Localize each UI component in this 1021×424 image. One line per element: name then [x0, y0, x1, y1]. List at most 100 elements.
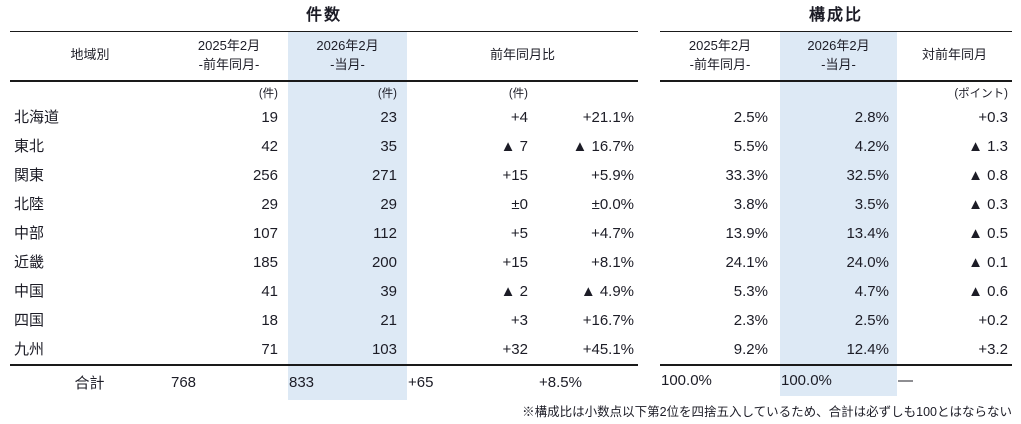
- header-count-cur-line2: -当月-: [330, 56, 365, 72]
- share-cur-cell: 32.5%: [780, 160, 897, 190]
- count-cur-cell: 271: [288, 160, 407, 190]
- region-cell: 東北: [14, 137, 45, 155]
- share-cur-cell: 3.5%: [780, 189, 897, 219]
- share-header-row: 2025年2月 -前年同月- 2026年2月 -当月- 対前年同月: [660, 30, 1012, 81]
- header-count-yoy: 前年同月比: [407, 30, 639, 81]
- header-region: 地域別: [10, 30, 170, 81]
- share-diff-cell: +3.2: [978, 340, 1008, 358]
- total-share-cur: 100.0%: [780, 363, 897, 396]
- region-cell: 北海道: [14, 108, 60, 126]
- count-units-row: (件) (件) (件): [10, 79, 639, 103]
- share-table-row: 5.3% 4.7% ▲ 0.6: [660, 276, 1012, 306]
- share-cur-cell: 4.2%: [780, 131, 897, 161]
- region-cell: 四国: [14, 311, 45, 329]
- share-diff-cell: ▲ 0.5: [968, 224, 1008, 242]
- count-prev-cell: 41: [261, 282, 278, 300]
- count-diff-cell: ▲ 2: [500, 282, 528, 300]
- share-prev-cell: 2.5%: [733, 108, 768, 126]
- share-table-title: 構成比: [808, 7, 863, 24]
- share-table-row: 33.3% 32.5% ▲ 0.8: [660, 160, 1012, 190]
- unit-count-prev: (件): [170, 79, 288, 103]
- share-prev-cell: 13.9%: [725, 224, 768, 242]
- total-share-prev: 100.0%: [660, 363, 780, 396]
- share-prev-cell: 2.3%: [733, 311, 768, 329]
- unit-count-cur: (件): [288, 79, 407, 103]
- count-diff-cell: ±0: [511, 195, 528, 213]
- region-cell: 中国: [14, 282, 45, 300]
- total-share-diff: —: [897, 363, 1012, 396]
- share-table-row: 2.5% 2.8% +0.3: [660, 102, 1012, 132]
- count-cur-cell: 35: [288, 131, 407, 161]
- count-cur-cell: 103: [288, 334, 407, 365]
- total-label: 合計: [10, 363, 170, 400]
- count-pct-cell: +5.9%: [591, 166, 635, 184]
- header-share-prev: 2025年2月 -前年同月-: [660, 30, 780, 81]
- count-prev-cell: 185: [252, 253, 278, 271]
- count-table-row: 九州 71 103 +32 +45.1%: [10, 334, 638, 365]
- unit-empty: [538, 79, 639, 103]
- share-table-row: 9.2% 12.4% +3.2: [660, 334, 1012, 365]
- count-prev-cell: 42: [261, 137, 278, 155]
- share-table-row: 5.5% 4.2% ▲ 1.3: [660, 131, 1012, 161]
- share-prev-cell: 33.3%: [725, 166, 768, 184]
- unit-share-diff: (ポイント): [897, 79, 1012, 103]
- share-prev-cell: 3.8%: [733, 195, 768, 213]
- share-cur-cell: 24.0%: [780, 247, 897, 277]
- count-prev-cell: 107: [252, 224, 278, 242]
- share-table: 2025年2月 -前年同月- 2026年2月 -当月- 対前年同月 (ポイント) 2…: [660, 30, 1012, 396]
- total-count-prev: 768: [170, 363, 288, 400]
- share-units-row: (ポイント): [660, 79, 1012, 103]
- count-prev-cell: 71: [261, 340, 278, 358]
- share-table-row: 2.3% 2.5% +0.2: [660, 305, 1012, 335]
- region-cell: 関東: [14, 166, 45, 184]
- region-cell: 中部: [14, 224, 45, 242]
- count-table-row: 東北 42 35 ▲ 7 ▲ 16.7%: [10, 131, 638, 161]
- count-table-row: 中国 41 39 ▲ 2 ▲ 4.9%: [10, 276, 638, 306]
- count-diff-cell: +4: [510, 108, 528, 126]
- count-total-row: 合計 768 833 +65 +8.5%: [10, 363, 639, 400]
- count-pct-cell: +16.7%: [582, 311, 635, 329]
- count-cur-cell: 200: [288, 247, 407, 277]
- header-count-prev-line1: 2025年2月: [197, 38, 261, 53]
- share-total-row: 100.0% 100.0% —: [660, 363, 1012, 396]
- unit-empty: [660, 79, 780, 103]
- share-table-row: 3.8% 3.5% ▲ 0.3: [660, 189, 1012, 219]
- unit-empty: [10, 79, 170, 103]
- header-count-cur: 2026年2月 -当月-: [288, 30, 407, 81]
- share-cur-cell: 4.7%: [780, 276, 897, 306]
- share-diff-cell: ▲ 0.8: [968, 166, 1008, 184]
- count-diff-cell: +3: [510, 311, 528, 329]
- header-count-prev-line2: -前年同月-: [198, 56, 260, 72]
- count-cur-cell: 21: [288, 305, 407, 335]
- count-table-row: 関東 256 271 +15 +5.9%: [10, 160, 638, 190]
- count-header-row: 地域別 2025年2月 -前年同月- 2026年2月 -当月- 前年同月比: [10, 30, 639, 81]
- share-cur-cell: 2.5%: [780, 305, 897, 335]
- count-cur-cell: 39: [288, 276, 407, 306]
- total-count-cur: 833: [288, 363, 407, 400]
- share-prev-cell: 9.2%: [733, 340, 768, 358]
- count-table-section: 件数 地域別 2025年2月 -前年同月- 2026年2月 -当月- 前年同月比 (…: [10, 3, 639, 400]
- count-cur-cell: 29: [288, 189, 407, 219]
- share-prev-cell: 5.3%: [733, 282, 768, 300]
- count-pct-cell: +45.1%: [582, 340, 635, 358]
- share-table-row: 13.9% 13.4% ▲ 0.5: [660, 218, 1012, 248]
- count-prev-cell: 19: [261, 108, 278, 126]
- share-prev-cell: 5.5%: [733, 137, 768, 155]
- count-diff-cell: +15: [502, 253, 528, 271]
- count-pct-cell: +8.1%: [591, 253, 635, 271]
- footnote: ※構成比は小数点以下第2位を四捨五入しているため、合計は必ずしも100とはならな…: [522, 405, 1012, 419]
- share-diff-cell: ▲ 0.1: [968, 253, 1008, 271]
- count-table-row: 四国 18 21 +3 +16.7%: [10, 305, 638, 335]
- header-count-cur-line1: 2026年2月: [316, 38, 379, 53]
- total-count-diff: +65: [407, 363, 538, 400]
- count-diff-cell: ▲ 7: [500, 137, 528, 155]
- region-cell: 九州: [14, 340, 45, 358]
- unit-empty: [780, 79, 897, 103]
- share-table-section: 構成比 2025年2月 -前年同月- 2026年2月 -当月- 対前年同月 (ポイン…: [660, 3, 1012, 396]
- share-diff-cell: +0.3: [978, 108, 1008, 126]
- count-cur-cell: 112: [288, 218, 407, 248]
- count-prev-cell: 18: [261, 311, 278, 329]
- header-share-yoy: 対前年同月: [897, 30, 1012, 81]
- region-cell: 近畿: [14, 253, 45, 271]
- count-table-title: 件数: [305, 7, 342, 24]
